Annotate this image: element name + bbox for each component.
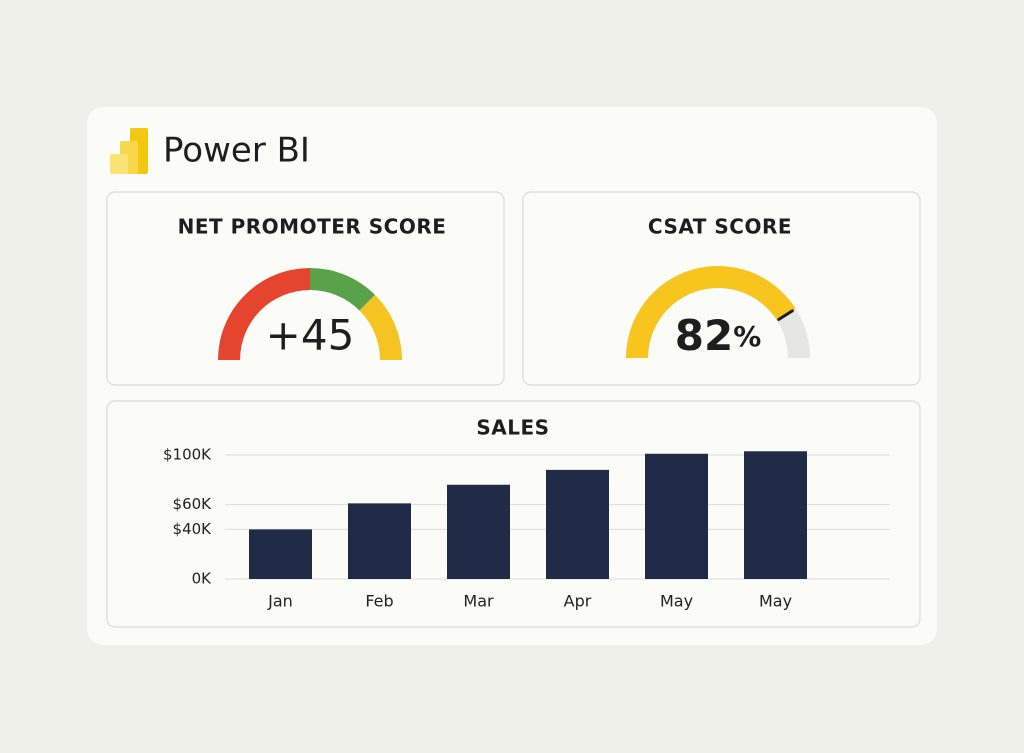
bar [348, 503, 411, 579]
gauge-band [359, 294, 402, 360]
y-tick-label: 0K [192, 570, 213, 588]
app-title: Power BI [163, 131, 310, 171]
csat-value-text: 82% [675, 311, 762, 360]
csat-title: CSAT SCORE [648, 215, 792, 239]
gauge-needle [777, 309, 794, 321]
gauge-band [310, 268, 376, 311]
bar [645, 453, 708, 579]
csat-unit: % [733, 320, 761, 353]
csat-value: 82 [675, 311, 733, 360]
x-tick-label: Feb [365, 592, 393, 611]
y-tick-label: $40K [173, 520, 213, 538]
nps-value: +45 [266, 311, 355, 360]
sales-title: SALES [476, 416, 549, 440]
bar [546, 469, 609, 579]
x-tick-label: Apr [564, 592, 592, 611]
bar [447, 484, 510, 579]
gauge-band [218, 268, 310, 360]
x-tick-label: Jan [267, 592, 293, 611]
bar [744, 451, 807, 579]
logo [110, 128, 148, 174]
y-tick-label: $100K [163, 446, 212, 464]
nps-title: NET PROMOTER SCORE [178, 215, 447, 239]
x-tick-label: May [660, 592, 693, 611]
gauge-fill [626, 265, 796, 358]
x-tick-label: Mar [463, 592, 494, 611]
csat-panel [522, 191, 921, 386]
bar [249, 529, 312, 579]
x-tick-label: May [759, 592, 792, 611]
y-tick-label: $60K [173, 495, 213, 513]
